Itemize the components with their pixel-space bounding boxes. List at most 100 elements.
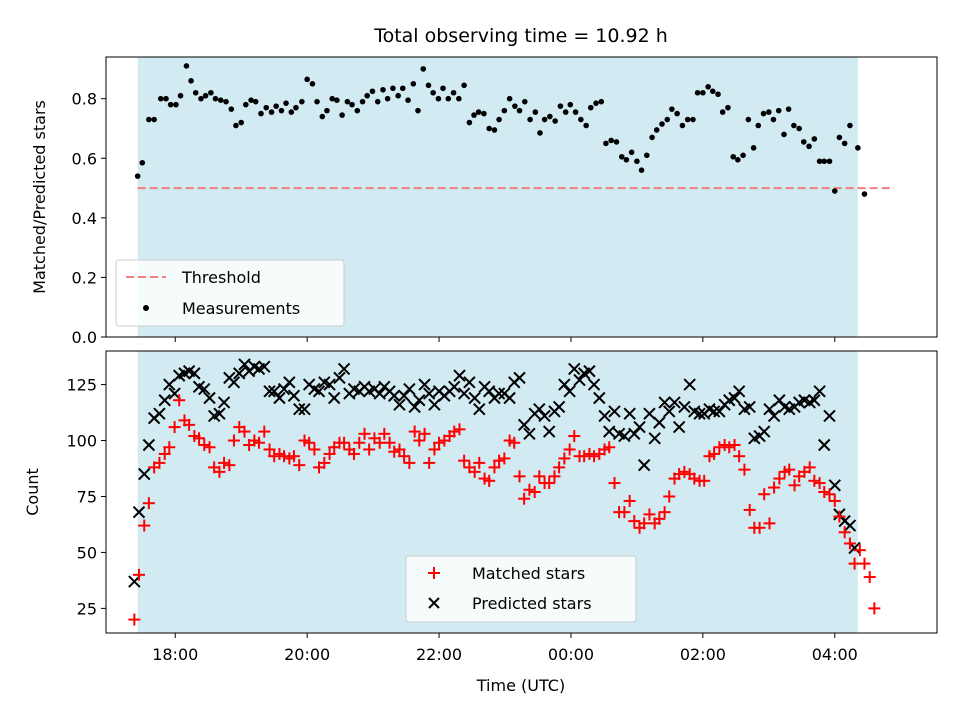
predicted-star-point [828,479,841,492]
measurement-point [821,158,828,165]
predicted-star-point [333,371,346,385]
measurement-point [163,95,169,102]
measurement-point [725,104,731,111]
predicted-star-point [808,394,821,407]
matched-star-point [138,519,151,532]
matched-star-point [568,430,581,443]
measurement-point [700,89,706,96]
predicted-star-point [637,458,651,472]
measurement-point [537,130,543,136]
matched-star-point [603,441,616,454]
predicted-star-point [448,380,461,394]
matched-star-point [173,394,186,407]
matched-star-point [403,456,416,469]
predicted-star-point [823,409,836,423]
predicted-star-point [213,407,226,420]
matched-star-point [688,472,701,485]
matched-star-point [153,456,166,469]
measurement-point [461,82,467,89]
predicted-star-point [198,382,211,396]
measurement-point [644,152,650,159]
matched-star-point [853,544,866,557]
matched-star-point [413,434,426,447]
predicted-star-point [413,394,426,407]
matched-star-point [428,443,441,456]
measurement-point [288,109,295,115]
measurement-point [501,107,508,114]
bottom-ytick-label: 25 [77,599,97,618]
matched-star-point [213,465,226,478]
matched-star-point [363,443,376,456]
matched-star-point [813,477,826,490]
measurement-point [183,63,190,69]
matched-star-point [513,470,526,483]
measurement-point [745,116,752,123]
bottom-xlabel: Time (UTC) [476,676,565,695]
predicted-star-point [142,438,156,452]
predicted-star-point [337,362,351,376]
predicted-star-point [623,407,636,420]
measurement-point [198,95,204,102]
predicted-star-point [397,389,411,402]
matched-star-point [803,461,816,474]
measurement-point [486,125,492,132]
predicted-star-point [538,409,551,423]
bottom-xtick-label: 20:00 [284,645,330,664]
matched-star-point [628,515,641,528]
measurement-point [811,136,818,142]
measurement-point [847,122,853,129]
matched-star-point [818,486,831,498]
measurement-point [603,140,609,147]
matched-star-point [523,483,536,496]
measurement-point [384,95,391,102]
predicted-star-point [603,425,616,438]
measurement-point [278,107,285,114]
predicted-star-point [813,385,826,398]
measurement-point [456,95,462,102]
predicted-star-point [263,385,276,398]
bottom-ytick-label: 125 [66,376,97,395]
predicted-star-point [153,407,166,420]
measurement-point [344,98,351,105]
predicted-star-point [552,400,566,414]
predicted-star-point [298,402,311,416]
measurement-point [435,95,442,102]
predicted-star-point [233,367,246,380]
matched-star-point [218,456,231,469]
measurement-point [395,92,401,99]
predicted-star-point [403,382,416,396]
predicted-star-point [258,360,271,373]
predicted-star-point [843,519,857,532]
bottom-ytick-label: 100 [66,432,97,451]
predicted-star-point [513,371,526,385]
matched-star-point [448,425,461,438]
measurement-point [299,98,305,105]
bottom-ylabel: Count [23,468,42,516]
measurement-point [466,119,473,126]
measurement-point [541,116,548,123]
predicted-star-point [558,378,571,391]
predicted-star-point [312,385,326,398]
matched-star-point [132,568,145,581]
matched-star-point [783,463,796,476]
matched-star-point [833,510,846,523]
bottom-legend-box [405,555,637,623]
measurement-point [380,86,386,93]
matched-star-point [858,557,871,570]
matched-star-point [548,470,561,483]
predicted-star-point [643,407,656,420]
matched-star-point [518,492,531,505]
measurement-point [252,98,259,105]
measurement-point [841,140,848,147]
matched-star-point [318,456,331,469]
measurement-point [598,98,605,105]
measurement-point [760,110,767,117]
matched-star-point [528,486,541,498]
matched-star-point [483,474,496,487]
chart-title: Total observing time = 10.92 h [373,25,668,47]
legend-predicted-label: Predicted stars [472,594,592,613]
matched-star-point [488,461,501,474]
predicted-star-point [473,402,486,416]
predicted-star-point [132,505,146,519]
measurement-point [309,81,316,87]
